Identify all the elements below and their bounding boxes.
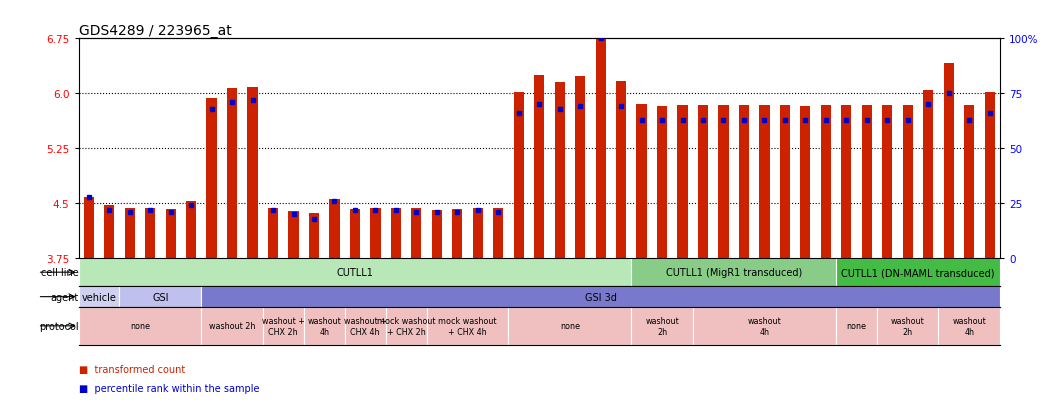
Text: ■  transformed count: ■ transformed count xyxy=(79,364,184,374)
Text: washout
2h: washout 2h xyxy=(891,316,925,336)
Bar xyxy=(79,307,201,345)
Text: none: none xyxy=(560,322,580,330)
Bar xyxy=(862,106,872,259)
Bar xyxy=(288,212,298,259)
Bar xyxy=(759,106,770,259)
Text: washout
4h: washout 4h xyxy=(308,316,341,336)
Text: washout
4h: washout 4h xyxy=(953,316,986,336)
Bar xyxy=(718,106,729,259)
Bar xyxy=(509,307,631,345)
Text: washout
4h: washout 4h xyxy=(748,316,781,336)
Bar xyxy=(493,209,504,259)
Bar xyxy=(201,307,263,345)
Bar xyxy=(411,209,422,259)
Bar xyxy=(637,105,647,259)
Text: washout +
CHX 2h: washout + CHX 2h xyxy=(262,316,305,336)
Bar xyxy=(514,93,524,259)
Bar xyxy=(923,90,933,259)
Bar xyxy=(309,213,319,259)
Text: CUTLL1: CUTLL1 xyxy=(336,268,374,278)
Bar xyxy=(693,307,837,345)
Text: CUTLL1 (DN-MAML transduced): CUTLL1 (DN-MAML transduced) xyxy=(841,268,995,278)
Bar xyxy=(800,107,810,259)
Bar xyxy=(883,106,892,259)
Bar xyxy=(350,209,360,259)
Bar xyxy=(263,307,304,345)
Bar xyxy=(656,107,667,259)
Bar xyxy=(452,209,463,259)
Bar xyxy=(426,307,509,345)
Bar xyxy=(330,199,339,259)
Bar xyxy=(146,208,155,259)
Bar xyxy=(677,106,688,259)
Bar xyxy=(943,64,954,259)
Bar xyxy=(780,106,790,259)
Bar xyxy=(304,307,344,345)
Bar xyxy=(739,106,749,259)
Text: GSI 3d: GSI 3d xyxy=(584,292,617,302)
Bar xyxy=(534,76,544,259)
Bar xyxy=(631,307,693,345)
Bar xyxy=(268,208,279,259)
Bar xyxy=(385,307,426,345)
Text: mock washout
+ CHX 4h: mock washout + CHX 4h xyxy=(439,316,496,336)
Bar xyxy=(186,202,196,259)
Text: ■  percentile rank within the sample: ■ percentile rank within the sample xyxy=(79,383,259,393)
Bar xyxy=(84,197,94,259)
Bar xyxy=(938,307,1000,345)
Bar xyxy=(903,106,913,259)
Bar xyxy=(201,287,1000,307)
Bar xyxy=(79,259,631,287)
Bar xyxy=(227,89,238,259)
Bar xyxy=(616,82,626,259)
Text: none: none xyxy=(130,322,150,330)
Bar xyxy=(877,307,938,345)
Bar xyxy=(165,209,176,259)
Bar xyxy=(575,77,585,259)
Text: GDS4289 / 223965_at: GDS4289 / 223965_at xyxy=(79,24,231,38)
Text: protocol: protocol xyxy=(39,321,79,331)
Bar xyxy=(104,206,114,259)
Bar xyxy=(837,259,1000,287)
Bar xyxy=(431,211,442,259)
Text: washout
2h: washout 2h xyxy=(645,316,678,336)
Bar xyxy=(837,307,877,345)
Bar xyxy=(821,106,831,259)
Bar xyxy=(472,208,483,259)
Text: GSI: GSI xyxy=(152,292,169,302)
Bar xyxy=(119,287,201,307)
Bar xyxy=(555,83,564,259)
Bar xyxy=(964,106,975,259)
Text: vehicle: vehicle xyxy=(82,292,116,302)
Text: mock washout
+ CHX 2h: mock washout + CHX 2h xyxy=(377,316,436,336)
Bar xyxy=(371,208,380,259)
Bar xyxy=(79,287,119,307)
Text: agent: agent xyxy=(50,292,79,302)
Bar xyxy=(698,106,708,259)
Text: cell line: cell line xyxy=(41,268,79,278)
Bar xyxy=(391,208,401,259)
Bar xyxy=(984,93,995,259)
Bar xyxy=(344,307,385,345)
Bar xyxy=(125,208,135,259)
Bar xyxy=(841,106,851,259)
Text: none: none xyxy=(847,322,867,330)
Bar xyxy=(206,99,217,259)
Text: CUTLL1 (MigR1 transduced): CUTLL1 (MigR1 transduced) xyxy=(666,268,802,278)
Text: washout +
CHX 4h: washout + CHX 4h xyxy=(343,316,386,336)
Bar xyxy=(631,259,837,287)
Bar xyxy=(596,40,606,259)
Bar xyxy=(247,88,258,259)
Text: washout 2h: washout 2h xyxy=(209,322,255,330)
